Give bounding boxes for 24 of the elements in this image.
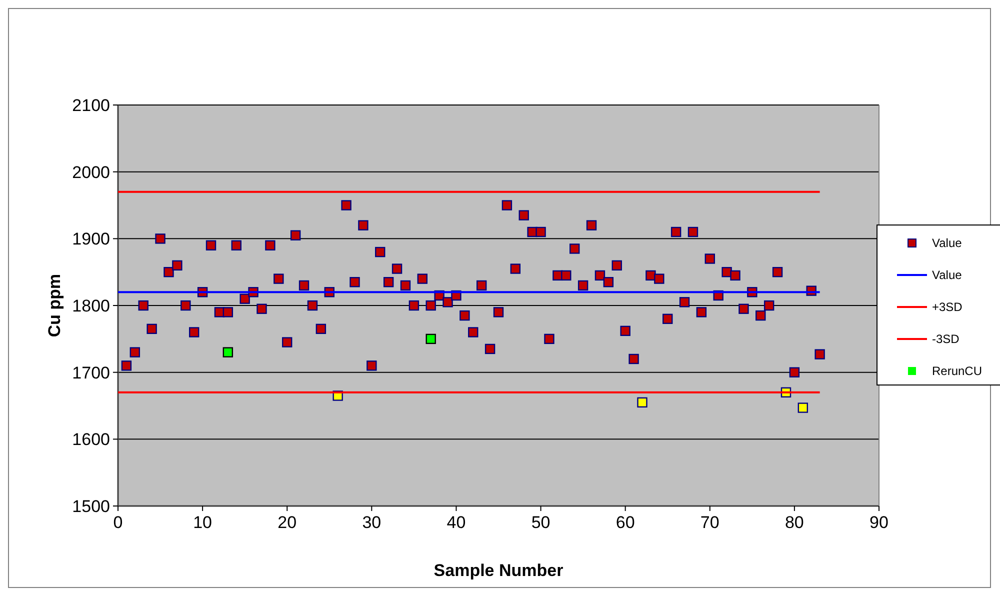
y-tick-label: 1900 [72, 230, 110, 249]
x-tick-label: 40 [446, 513, 466, 532]
y-tick-label: 1800 [72, 296, 110, 316]
y-tick-label: 1600 [72, 430, 110, 450]
x-tick-label: 90 [870, 513, 888, 532]
x-tick-label: 50 [531, 513, 550, 532]
x-tick-label: 80 [784, 513, 804, 532]
x-tick-label: 60 [616, 513, 635, 532]
y-tick-label: 1500 [72, 496, 110, 516]
legend-label: RerunCU [932, 364, 982, 378]
x-tick-label: 10 [193, 513, 212, 532]
x-tick-label: 20 [278, 513, 297, 532]
y-axis-title: Cu ppm [45, 274, 64, 338]
legend-label: +3SD [932, 300, 963, 314]
legend-label: Value [932, 268, 962, 282]
x-axis-title: Sample Number [434, 561, 564, 580]
y-tick-label: 1700 [72, 363, 110, 382]
legend-label: -3SD [932, 332, 960, 346]
x-tick-label: 30 [362, 513, 382, 532]
y-tick-label: 2000 [72, 162, 110, 182]
x-tick-label: 0 [113, 513, 123, 532]
legend-label: Value [932, 236, 962, 250]
x-tick-label: 70 [700, 513, 720, 532]
y-tick-label: 2100 [72, 96, 110, 115]
